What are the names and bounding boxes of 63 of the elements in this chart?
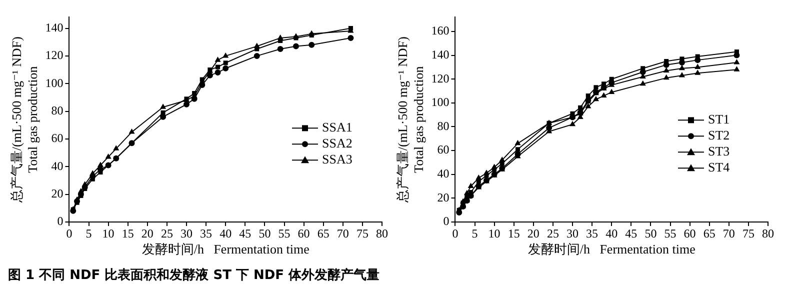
x-tick-label: 10 [102, 226, 114, 240]
x-tick-label: 55 [278, 226, 290, 240]
x-tick-label: 75 [356, 226, 368, 240]
x-tick-label: 30 [180, 226, 192, 240]
x-tick-label: 45 [625, 226, 638, 240]
legend-label: ST4 [708, 160, 730, 175]
y-tick-label: 100 [45, 76, 64, 90]
x-tick-label: 70 [722, 226, 735, 240]
x-tick-label: 65 [317, 226, 330, 240]
x-tick-label: 70 [336, 226, 349, 240]
x-tick-label: 80 [376, 226, 388, 240]
legend-label: ST1 [708, 112, 730, 127]
x-tick-label: 40 [220, 226, 232, 240]
y-tick-label: 40 [437, 166, 450, 181]
x-tick-label: 30 [566, 226, 578, 240]
x-tick-label: 35 [200, 226, 212, 240]
y-tick-label: 80 [437, 118, 450, 133]
y-axis-title: 总产气量/(mL·500 mg⁻¹ NDF) Total gas production [395, 36, 426, 204]
legend-label: SSA1 [322, 120, 352, 135]
y-tick-label: 0 [57, 214, 64, 228]
y-tick-label: 160 [431, 24, 450, 38]
x-tick-label: 60 [298, 226, 310, 240]
y-tick-label: 140 [45, 20, 64, 34]
y-tick-label: 120 [45, 48, 64, 62]
x-tick-label: 20 [141, 226, 154, 240]
x-tick-label: 20 [527, 226, 540, 240]
legend-label: SSA3 [322, 152, 352, 167]
x-tick-label: 5 [86, 226, 92, 240]
x-tick-label: 60 [684, 226, 696, 240]
y-tick-label: 120 [431, 71, 450, 86]
x-tick-label: 50 [258, 226, 271, 240]
y-tick-label: 60 [437, 142, 450, 157]
x-tick-label: 5 [472, 226, 478, 240]
x-tick-label: 15 [122, 226, 134, 240]
x-tick-label: 0 [452, 226, 458, 240]
x-tick-label: 15 [508, 226, 520, 240]
y-tick-label: 0 [443, 214, 450, 228]
legend-label: ST3 [708, 144, 730, 159]
y-tick-label: 60 [51, 131, 64, 146]
y-tick-label: 20 [51, 186, 64, 200]
x-tick-label: 65 [703, 226, 716, 240]
y-tick-label: 80 [51, 103, 64, 118]
x-axis-title: 发酵时间/h Fermentation time [528, 242, 696, 257]
x-tick-label: 75 [742, 226, 754, 240]
y-tick-label: 20 [437, 190, 450, 204]
y-tick-label: 140 [431, 47, 450, 62]
x-tick-label: 10 [488, 226, 500, 240]
x-tick-label: 35 [586, 226, 598, 240]
y-tick-label: 40 [51, 158, 64, 173]
x-tick-label: 55 [664, 226, 676, 240]
x-tick-label: 0 [66, 226, 72, 240]
legend-label: SSA2 [322, 136, 352, 151]
x-tick-label: 25 [160, 226, 173, 240]
legend-label: ST2 [708, 128, 730, 143]
y-tick-label: 100 [431, 95, 450, 110]
y-axis-title: 总产气量/(mL·500 mg⁻¹ NDF) Total gas production [9, 36, 40, 204]
x-tick-label: 80 [762, 226, 774, 240]
caption: 图 1 不同 NDF 比表面积和发酵液 ST 下 NDF 体外发酵产气量 [8, 266, 381, 284]
x-tick-label: 45 [239, 226, 252, 240]
x-tick-label: 50 [644, 226, 657, 240]
x-axis-title: 发酵时间/h Fermentation time [142, 242, 310, 257]
x-tick-label: 25 [546, 226, 559, 240]
x-tick-label: 40 [606, 226, 618, 240]
